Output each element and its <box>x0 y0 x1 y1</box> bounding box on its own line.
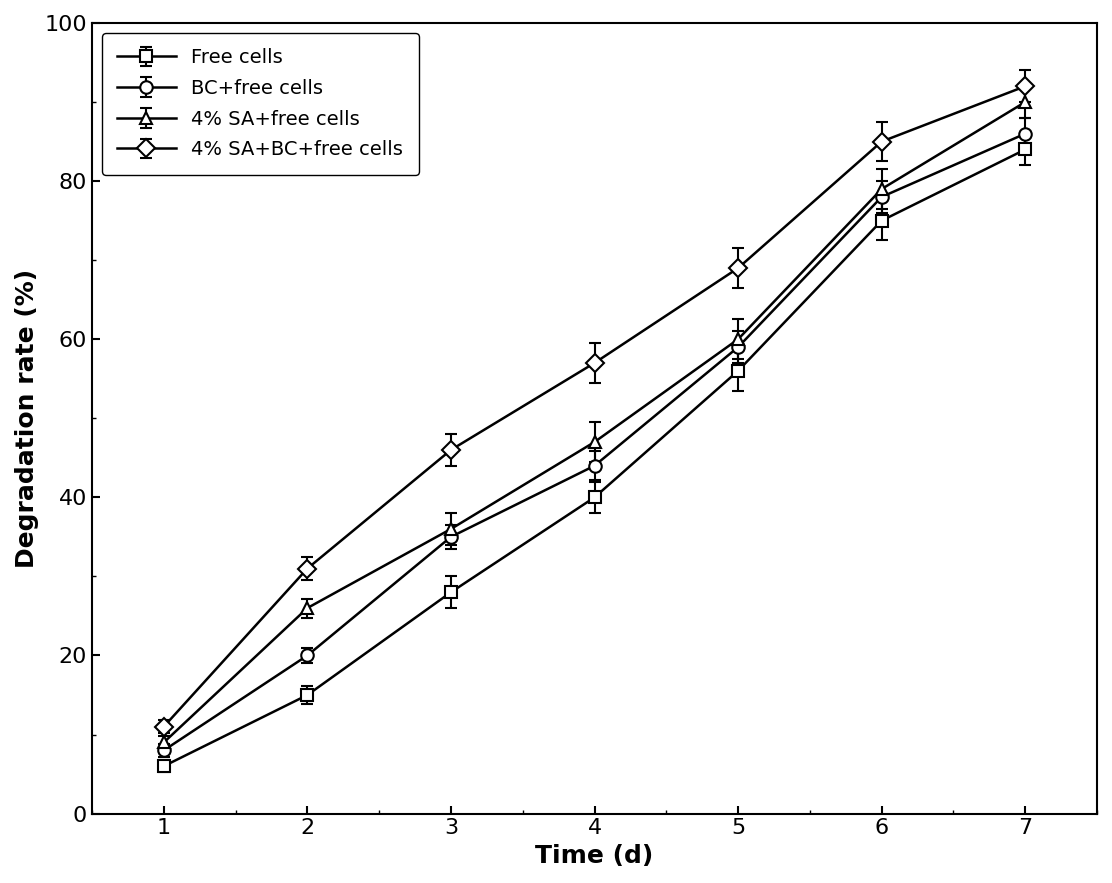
Y-axis label: Degradation rate (%): Degradation rate (%) <box>14 268 39 568</box>
X-axis label: Time (d): Time (d) <box>535 844 654 868</box>
Legend: Free cells, BC+free cells, 4% SA+free cells, 4% SA+BC+free cells: Free cells, BC+free cells, 4% SA+free ce… <box>102 33 418 175</box>
